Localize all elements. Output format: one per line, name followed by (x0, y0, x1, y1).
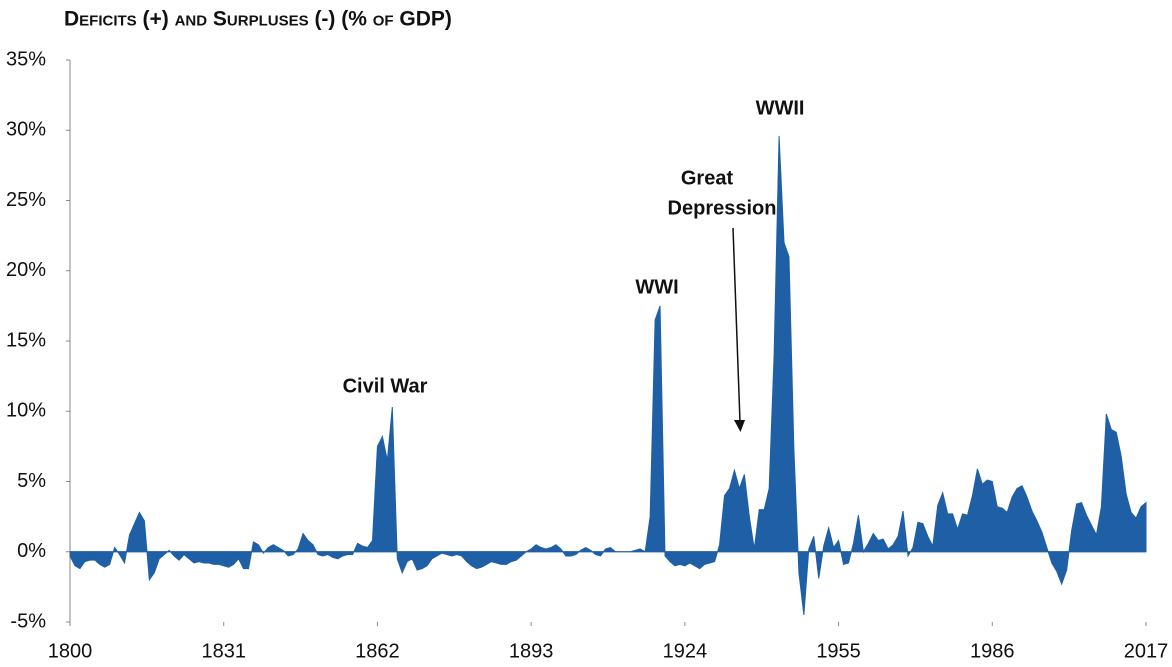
y-tick-label: 35% (6, 48, 46, 70)
x-tick-label: 2017 (1124, 640, 1169, 662)
area (69, 135, 1147, 616)
x-tick-label: 1862 (355, 640, 400, 662)
chart-title: Deficits (+) and Surpluses (-) (% of GDP… (64, 8, 452, 31)
annotation: Great (681, 167, 734, 189)
x-tick-label: 1986 (970, 640, 1015, 662)
annotation: WWII (756, 97, 805, 119)
x-tick-label: 1924 (663, 640, 708, 662)
annotation: Civil War (343, 375, 428, 397)
y-tick-label: 5% (17, 470, 46, 492)
x-tick-label: 1800 (48, 640, 93, 662)
x-tick-label: 1831 (201, 640, 246, 662)
arrow (732, 227, 741, 423)
y-tick-label: 0% (17, 540, 46, 562)
y-tick-label: 20% (6, 259, 46, 281)
annotation: WWI (635, 276, 678, 298)
x-tick-label: 1955 (816, 640, 861, 662)
annotation: Depression (668, 197, 777, 219)
x-tick-label: 1893 (509, 640, 554, 662)
y-tick-label: 15% (6, 329, 46, 351)
y-tick-label: 25% (6, 189, 46, 211)
y-tick-label: 10% (6, 400, 46, 422)
y-tick-label: -5% (10, 610, 46, 632)
arrow-head (734, 420, 745, 432)
y-tick-label: 30% (6, 119, 46, 141)
